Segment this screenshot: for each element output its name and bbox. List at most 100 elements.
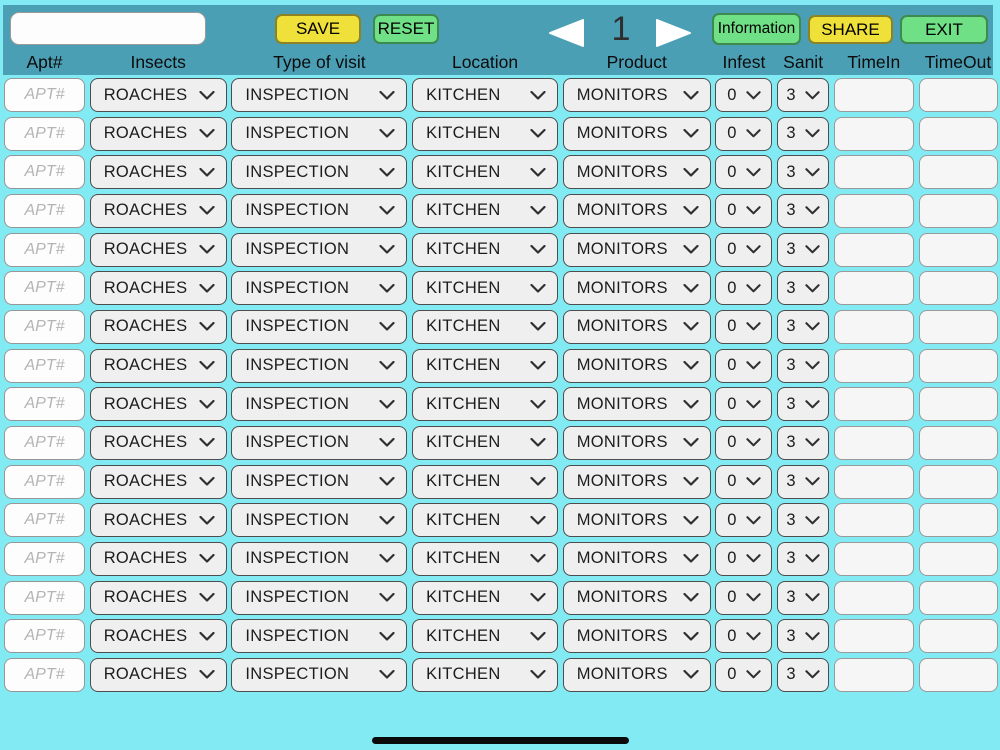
type-of-visit-select[interactable]: INSPECTION: [231, 619, 408, 654]
timeout-input[interactable]: [918, 387, 998, 422]
timeout-input[interactable]: [918, 78, 998, 112]
exit-button[interactable]: EXIT: [900, 15, 988, 44]
product-select[interactable]: MONITORS: [562, 348, 711, 383]
sanit-select[interactable]: 3: [777, 309, 830, 344]
location-select[interactable]: KITCHEN: [412, 116, 559, 151]
timeout-input[interactable]: [918, 271, 998, 306]
product-select[interactable]: MONITORS: [562, 580, 711, 615]
insects-select[interactable]: ROACHES: [89, 619, 227, 654]
apt-input[interactable]: [4, 116, 85, 151]
type-of-visit-select[interactable]: INSPECTION: [231, 78, 408, 112]
product-select[interactable]: MONITORS: [562, 232, 711, 267]
apt-input[interactable]: [4, 78, 85, 112]
location-select[interactable]: KITCHEN: [412, 657, 559, 692]
timeout-input[interactable]: [918, 309, 998, 344]
apt-input[interactable]: [4, 619, 85, 654]
timeout-input[interactable]: [918, 503, 998, 538]
timeout-input[interactable]: [918, 464, 998, 499]
insects-select[interactable]: ROACHES: [89, 387, 227, 422]
infest-select[interactable]: 0: [715, 387, 773, 422]
infest-select[interactable]: 0: [715, 309, 773, 344]
infest-select[interactable]: 0: [715, 657, 773, 692]
sanit-select[interactable]: 3: [777, 387, 830, 422]
timeout-input[interactable]: [918, 116, 998, 151]
sanit-select[interactable]: 3: [777, 619, 830, 654]
insects-select[interactable]: ROACHES: [89, 309, 227, 344]
apt-input[interactable]: [4, 232, 85, 267]
infest-select[interactable]: 0: [715, 193, 773, 228]
product-select[interactable]: MONITORS: [562, 193, 711, 228]
location-select[interactable]: KITCHEN: [412, 155, 559, 190]
infest-select[interactable]: 0: [715, 619, 773, 654]
insects-select[interactable]: ROACHES: [89, 425, 227, 460]
type-of-visit-select[interactable]: INSPECTION: [231, 580, 408, 615]
sanit-select[interactable]: 3: [777, 116, 830, 151]
timeout-input[interactable]: [918, 348, 998, 383]
type-of-visit-select[interactable]: INSPECTION: [231, 309, 408, 344]
sanit-select[interactable]: 3: [777, 657, 830, 692]
type-of-visit-select[interactable]: INSPECTION: [231, 387, 408, 422]
apt-input[interactable]: [4, 425, 85, 460]
infest-select[interactable]: 0: [715, 155, 773, 190]
sanit-select[interactable]: 3: [777, 78, 830, 112]
type-of-visit-select[interactable]: INSPECTION: [231, 425, 408, 460]
timein-input[interactable]: [833, 348, 914, 383]
apt-input[interactable]: [4, 348, 85, 383]
location-select[interactable]: KITCHEN: [412, 348, 559, 383]
product-select[interactable]: MONITORS: [562, 309, 711, 344]
timein-input[interactable]: [833, 387, 914, 422]
sanit-select[interactable]: 3: [777, 155, 830, 190]
location-select[interactable]: KITCHEN: [412, 464, 559, 499]
timein-input[interactable]: [833, 425, 914, 460]
save-button[interactable]: SAVE: [275, 14, 361, 44]
sanit-select[interactable]: 3: [777, 193, 830, 228]
insects-select[interactable]: ROACHES: [89, 78, 227, 112]
timeout-input[interactable]: [918, 657, 998, 692]
type-of-visit-select[interactable]: INSPECTION: [231, 348, 408, 383]
product-select[interactable]: MONITORS: [562, 271, 711, 306]
location-select[interactable]: KITCHEN: [412, 387, 559, 422]
product-select[interactable]: MONITORS: [562, 503, 711, 538]
sanit-select[interactable]: 3: [777, 232, 830, 267]
insects-select[interactable]: ROACHES: [89, 155, 227, 190]
apt-input[interactable]: [4, 657, 85, 692]
product-select[interactable]: MONITORS: [562, 464, 711, 499]
location-select[interactable]: KITCHEN: [412, 78, 559, 112]
timein-input[interactable]: [833, 541, 914, 576]
insects-select[interactable]: ROACHES: [89, 503, 227, 538]
sanit-select[interactable]: 3: [777, 541, 830, 576]
timein-input[interactable]: [833, 193, 914, 228]
infest-select[interactable]: 0: [715, 78, 773, 112]
location-select[interactable]: KITCHEN: [412, 271, 559, 306]
type-of-visit-select[interactable]: INSPECTION: [231, 464, 408, 499]
sanit-select[interactable]: 3: [777, 464, 830, 499]
sanit-select[interactable]: 3: [777, 580, 830, 615]
next-page-button[interactable]: [656, 19, 692, 47]
product-select[interactable]: MONITORS: [562, 155, 711, 190]
infest-select[interactable]: 0: [715, 541, 773, 576]
timein-input[interactable]: [833, 503, 914, 538]
insects-select[interactable]: ROACHES: [89, 541, 227, 576]
apt-input[interactable]: [4, 155, 85, 190]
timein-input[interactable]: [833, 271, 914, 306]
type-of-visit-select[interactable]: INSPECTION: [231, 503, 408, 538]
type-of-visit-select[interactable]: INSPECTION: [231, 116, 408, 151]
infest-select[interactable]: 0: [715, 464, 773, 499]
apt-input[interactable]: [4, 387, 85, 422]
previous-page-button[interactable]: [548, 19, 584, 47]
location-select[interactable]: KITCHEN: [412, 580, 559, 615]
timein-input[interactable]: [833, 657, 914, 692]
insects-select[interactable]: ROACHES: [89, 348, 227, 383]
timeout-input[interactable]: [918, 580, 998, 615]
product-select[interactable]: MONITORS: [562, 78, 711, 112]
product-select[interactable]: MONITORS: [562, 387, 711, 422]
header-input[interactable]: [10, 12, 206, 45]
infest-select[interactable]: 0: [715, 116, 773, 151]
type-of-visit-select[interactable]: INSPECTION: [231, 271, 408, 306]
infest-select[interactable]: 0: [715, 271, 773, 306]
location-select[interactable]: KITCHEN: [412, 193, 559, 228]
sanit-select[interactable]: 3: [777, 348, 830, 383]
apt-input[interactable]: [4, 464, 85, 499]
insects-select[interactable]: ROACHES: [89, 232, 227, 267]
location-select[interactable]: KITCHEN: [412, 503, 559, 538]
